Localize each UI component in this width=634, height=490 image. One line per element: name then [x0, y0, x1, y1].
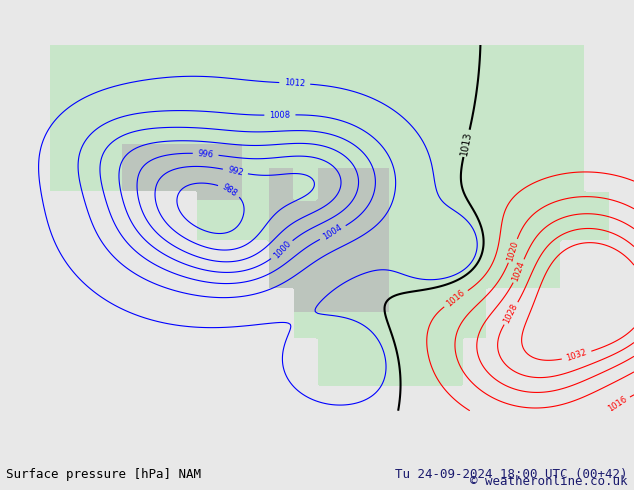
Text: 1000: 1000: [271, 239, 292, 261]
Text: 1024: 1024: [511, 260, 527, 282]
Text: 992: 992: [227, 165, 244, 178]
Text: 996: 996: [197, 149, 214, 159]
Text: 1020: 1020: [506, 240, 521, 262]
Text: 1016: 1016: [605, 394, 628, 414]
Text: 988: 988: [221, 182, 239, 198]
Text: 1012: 1012: [284, 78, 306, 88]
Text: Tu 24-09-2024 18:00 UTC (00+42): Tu 24-09-2024 18:00 UTC (00+42): [395, 467, 628, 481]
Text: 1032: 1032: [566, 348, 588, 363]
Text: Surface pressure [hPa] NAM: Surface pressure [hPa] NAM: [6, 467, 202, 481]
Text: 1028: 1028: [502, 302, 520, 325]
Text: © weatheronline.co.uk: © weatheronline.co.uk: [470, 475, 628, 488]
Text: 1013: 1013: [460, 130, 474, 156]
Text: 1016: 1016: [445, 289, 467, 309]
Text: 1004: 1004: [321, 223, 344, 242]
Text: 1008: 1008: [269, 110, 290, 120]
